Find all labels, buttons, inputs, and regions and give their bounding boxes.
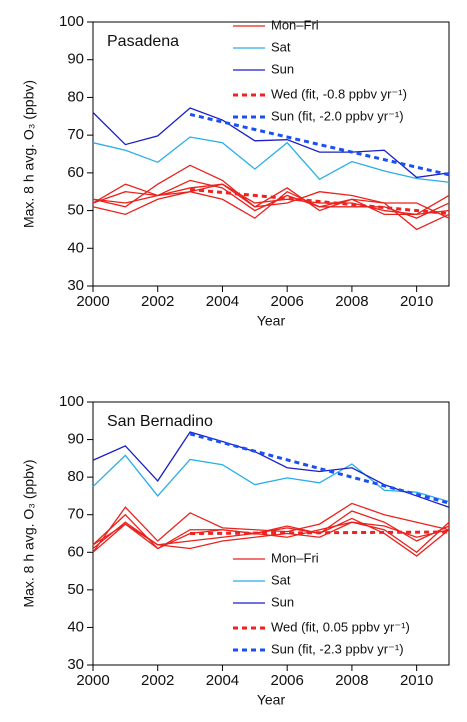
x-tick-label: 2006 — [270, 293, 303, 310]
y-axis-label: Max. 8 h avg. O₃ (ppbv) — [21, 80, 37, 228]
y-axis-label: Max. 8 h avg. O₃ (ppbv) — [21, 459, 37, 607]
y-tick-label: 30 — [67, 277, 84, 294]
fit-line — [189, 112, 450, 177]
data-line — [92, 510, 450, 550]
panel-title: Pasadena — [107, 33, 179, 50]
legend-label: Wed (fit, -0.8 ppbv yr⁻¹) — [271, 86, 407, 101]
x-axis-label: Year — [257, 692, 286, 708]
legend-label: Sat — [271, 572, 291, 587]
data-line — [92, 517, 450, 557]
y-tick-label: 80 — [67, 468, 84, 485]
x-tick-label: 2000 — [76, 293, 109, 310]
legend-label: Mon–Fri — [271, 17, 319, 32]
y-tick-label: 100 — [59, 393, 84, 410]
y-tick-label: 70 — [67, 506, 84, 523]
data-line — [92, 183, 450, 215]
x-tick-label: 2008 — [335, 672, 368, 689]
legend-label: Sun — [271, 61, 294, 76]
panel-title: San Bernadino — [107, 413, 213, 430]
y-tick-label: 40 — [67, 618, 84, 635]
y-tick-label: 50 — [67, 202, 84, 219]
x-tick-label: 2010 — [400, 293, 433, 310]
legend-label: Sun (fit, -2.0 ppbv yr⁻¹) — [271, 108, 404, 123]
data-line — [92, 521, 450, 550]
x-tick-label: 2002 — [141, 672, 174, 689]
y-tick-label: 100 — [59, 13, 84, 30]
legend-label: Mon–Fri — [271, 550, 319, 565]
data-line — [92, 502, 450, 553]
legend-label: Sun (fit, -2.3 ppbv yr⁻¹) — [271, 641, 404, 656]
data-line — [92, 183, 450, 215]
x-tick-label: 2000 — [76, 672, 109, 689]
y-tick-label: 40 — [67, 239, 84, 256]
x-tick-label: 2004 — [206, 293, 239, 310]
data-line — [92, 107, 450, 179]
x-tick-label: 2006 — [270, 672, 303, 689]
legend-label: Sun — [271, 594, 294, 609]
plot-frame — [92, 401, 450, 666]
data-line — [92, 454, 450, 503]
data-line — [92, 164, 450, 219]
x-tick-label: 2010 — [400, 672, 433, 689]
data-line — [92, 136, 450, 183]
y-tick-label: 50 — [67, 581, 84, 598]
y-tick-label: 80 — [67, 88, 84, 105]
x-tick-label: 2004 — [206, 672, 239, 689]
y-tick-label: 90 — [67, 431, 84, 448]
x-axis-label: Year — [257, 313, 286, 329]
y-tick-label: 70 — [67, 126, 84, 143]
data-line — [92, 431, 450, 508]
y-tick-label: 30 — [67, 656, 84, 673]
x-tick-label: 2008 — [335, 293, 368, 310]
fit-line — [190, 530, 450, 535]
y-tick-label: 60 — [67, 164, 84, 181]
y-tick-label: 90 — [67, 51, 84, 68]
y-tick-label: 60 — [67, 543, 84, 560]
fit-line — [189, 187, 450, 216]
legend-label: Wed (fit, 0.05 ppbv yr⁻¹) — [271, 619, 410, 634]
legend-label: Sat — [271, 39, 291, 54]
plot-frame — [92, 21, 450, 287]
x-tick-label: 2002 — [141, 293, 174, 310]
